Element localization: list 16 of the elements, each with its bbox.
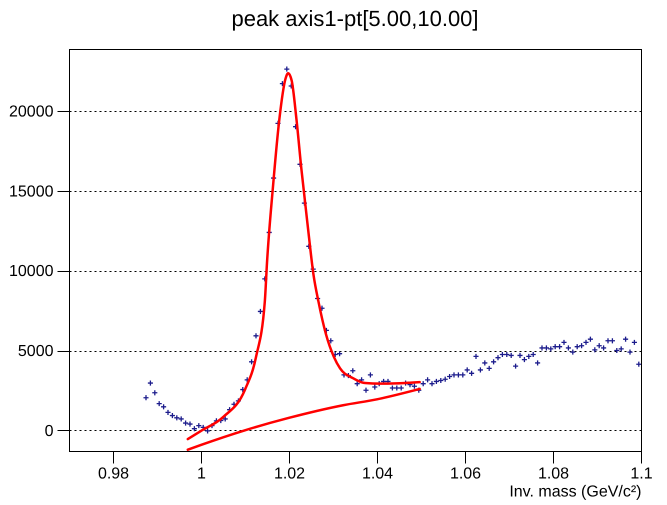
chart-title: peak axis1-pt[5.00,10.00] <box>231 6 479 31</box>
y-tick-label: 15000 <box>9 183 54 200</box>
x-tick-label: 1.04 <box>362 466 394 482</box>
x-tick-label: 1.08 <box>538 466 570 482</box>
x-tick-label: 0.98 <box>98 466 130 482</box>
y-tick-label: 10000 <box>9 263 54 280</box>
x-axis-title: Inv. mass (GeV/c²) <box>509 484 642 500</box>
y-tick-label: 5000 <box>18 343 54 360</box>
line-series <box>186 72 421 440</box>
x-tick-label: 1.1 <box>630 466 653 482</box>
line-series <box>186 388 421 451</box>
x-tick-label: 1 <box>197 466 206 482</box>
x-tick-label: 1.06 <box>450 466 482 482</box>
y-tick-label: 0 <box>44 422 54 440</box>
y-tick-label: 20000 <box>9 104 54 121</box>
x-tick-label: 1.02 <box>274 466 306 482</box>
